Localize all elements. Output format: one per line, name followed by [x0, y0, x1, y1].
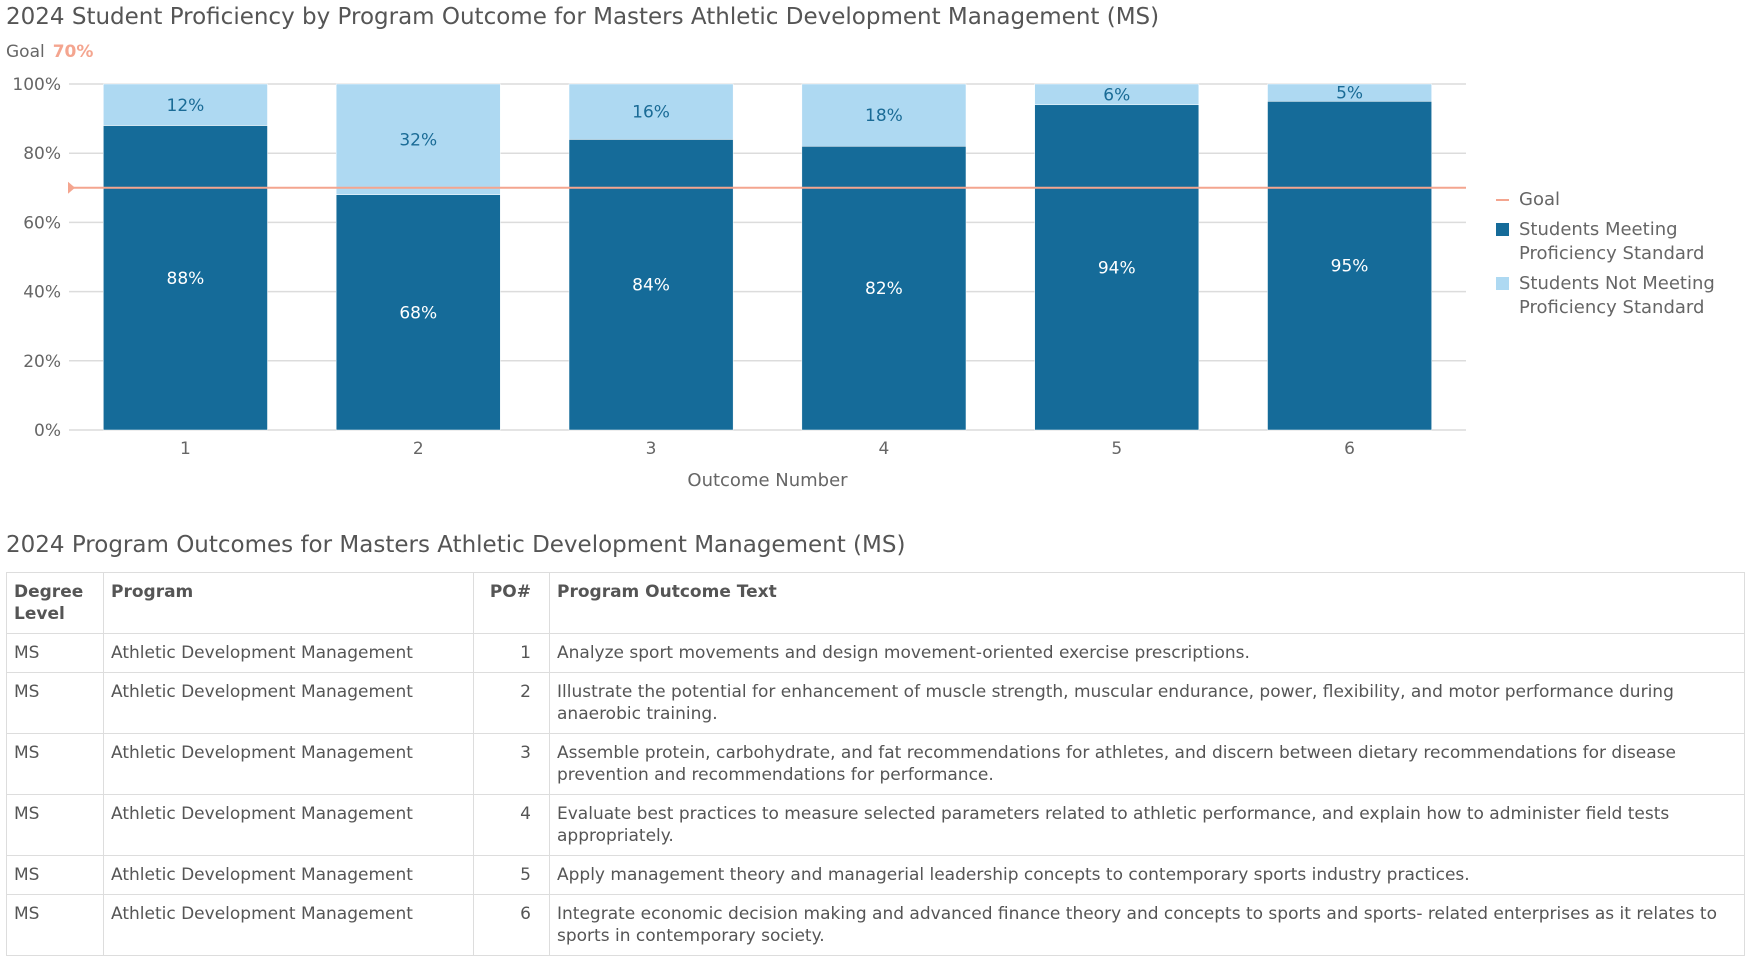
goal-summary: Goal 70%: [6, 42, 93, 62]
table-row: MS Athletic Development Management 1 Analyz…: [6, 633, 1745, 673]
x-tick-label: 1: [180, 439, 191, 459]
x-tick-label: 3: [646, 439, 657, 459]
outcome-text-cell: Integrate economic decision making and a…: [549, 894, 1745, 956]
outcome-text-cell: Evaluate best practices to measure selec…: [549, 794, 1745, 856]
table-row: MS Athletic Development Management 2 Illust…: [6, 672, 1745, 734]
program-cell: Athletic Development Management: [103, 633, 474, 673]
data-label: 68%: [399, 303, 437, 323]
header-outcome-text: Program Outcome Text: [549, 572, 1745, 634]
bar-meeting: [1267, 101, 1432, 431]
program-cell: Athletic Development Management: [103, 733, 474, 795]
data-label: 82%: [865, 279, 903, 299]
program-cell: Athletic Development Management: [103, 794, 474, 856]
data-label: 95%: [1331, 257, 1369, 277]
table-title: 2024 Program Outcomes for Masters Athlet…: [6, 532, 906, 558]
outcome-text-cell: Analyze sport movements and design movem…: [549, 633, 1745, 673]
bar-not-meeting: [335, 83, 501, 195]
y-tick-label: 0%: [34, 421, 61, 441]
po-number-cell: 3: [473, 733, 550, 795]
y-tick-label: 60%: [23, 213, 61, 233]
header-program: Program: [103, 572, 474, 634]
data-label: 5%: [1336, 84, 1363, 104]
program-cell: Athletic Development Management: [103, 672, 474, 734]
stacked-bar-chart: 0% 20% 40% 60% 80% 100% 88% 12% 1 68% 32% 2 84% 16% 3 8…: [12, 75, 1466, 491]
data-label: 18%: [865, 106, 903, 126]
bar-not-meeting: [568, 83, 734, 140]
table-row: MS Athletic Development Management 3 Assemb…: [6, 733, 1745, 795]
data-label: 84%: [632, 276, 670, 296]
bar-meeting: [335, 194, 501, 431]
data-label: 6%: [1103, 85, 1130, 105]
outcome-text-cell: Illustrate the potential for enhancement…: [549, 672, 1745, 734]
data-label: 32%: [399, 130, 437, 150]
outcome-text-cell: Assemble protein, carbohydrate, and fat …: [549, 733, 1745, 795]
po-number-cell: 6: [473, 894, 550, 956]
y-tick-label: 20%: [23, 352, 61, 372]
x-axis-title: Outcome Number: [687, 470, 848, 491]
table-header-row: Degree Level Program PO# Program Outcome…: [6, 572, 1745, 634]
degree-level-cell: MS: [6, 894, 104, 956]
bar-not-meeting: [1267, 83, 1432, 102]
x-tick-label: 6: [1344, 439, 1355, 459]
legend-label: Students Not Meeting Proficiency Standar…: [1519, 273, 1715, 318]
po-number-cell: 2: [473, 672, 550, 734]
bar-not-meeting: [1034, 83, 1200, 106]
program-cell: Athletic Development Management: [103, 855, 474, 895]
table-row: MS Athletic Development Management 5 Apply …: [6, 855, 1745, 895]
goal-line-swatch: [1496, 199, 1509, 201]
bar-not-meeting: [103, 83, 268, 126]
y-tick-label: 80%: [23, 144, 61, 164]
program-cell: Athletic Development Management: [103, 894, 474, 956]
degree-level-cell: MS: [6, 672, 104, 734]
legend-item-not-meeting[interactable]: Students Not Meeting Proficiency Standar…: [1496, 272, 1719, 320]
degree-level-cell: MS: [6, 633, 104, 673]
legend-item-meeting[interactable]: Students Meeting Proficiency Standard: [1496, 218, 1719, 266]
bar-meeting: [103, 125, 268, 431]
header-degree-level: Degree Level: [6, 572, 104, 634]
degree-level-cell: MS: [6, 794, 104, 856]
x-tick-label: 2: [413, 439, 424, 459]
goal-marker-icon: [68, 181, 75, 194]
legend-label: Students Meeting Proficiency Standard: [1519, 219, 1705, 264]
legend-item-goal[interactable]: Goal: [1496, 188, 1719, 212]
goal-value: 70%: [52, 42, 94, 62]
goal-label: Goal: [6, 42, 45, 62]
data-label: 12%: [167, 96, 205, 116]
po-number-cell: 5: [473, 855, 550, 895]
x-tick-label: 5: [1111, 439, 1122, 459]
po-number-cell: 1: [473, 633, 550, 673]
meeting-swatch: [1496, 223, 1509, 236]
y-tick-label: 40%: [23, 283, 61, 303]
bar-meeting: [1034, 104, 1200, 431]
po-number-cell: 4: [473, 794, 550, 856]
chart-title: 2024 Student Proficiency by Program Outc…: [6, 4, 1160, 30]
table-row: MS Athletic Development Management 6 Integr…: [6, 894, 1745, 956]
x-tick-label: 4: [879, 439, 890, 459]
data-label: 88%: [167, 269, 205, 289]
bar-not-meeting: [801, 83, 967, 147]
program-outcomes-table: Degree Level Program PO# Program Outcome…: [6, 572, 1745, 956]
not-meeting-swatch: [1496, 277, 1509, 290]
outcome-text-cell: Apply management theory and managerial l…: [549, 855, 1745, 895]
header-po-number: PO#: [473, 572, 550, 634]
table-row: MS Athletic Development Management 4 Evalua…: [6, 794, 1745, 856]
degree-level-cell: MS: [6, 855, 104, 895]
degree-level-cell: MS: [6, 733, 104, 795]
y-tick-label: 100%: [12, 75, 61, 95]
bar-meeting: [801, 146, 967, 431]
data-label: 16%: [632, 103, 670, 123]
legend-label: Goal: [1519, 189, 1560, 210]
legend: Goal Students Meeting Proficiency Standa…: [1496, 188, 1719, 326]
data-label: 94%: [1098, 258, 1136, 278]
